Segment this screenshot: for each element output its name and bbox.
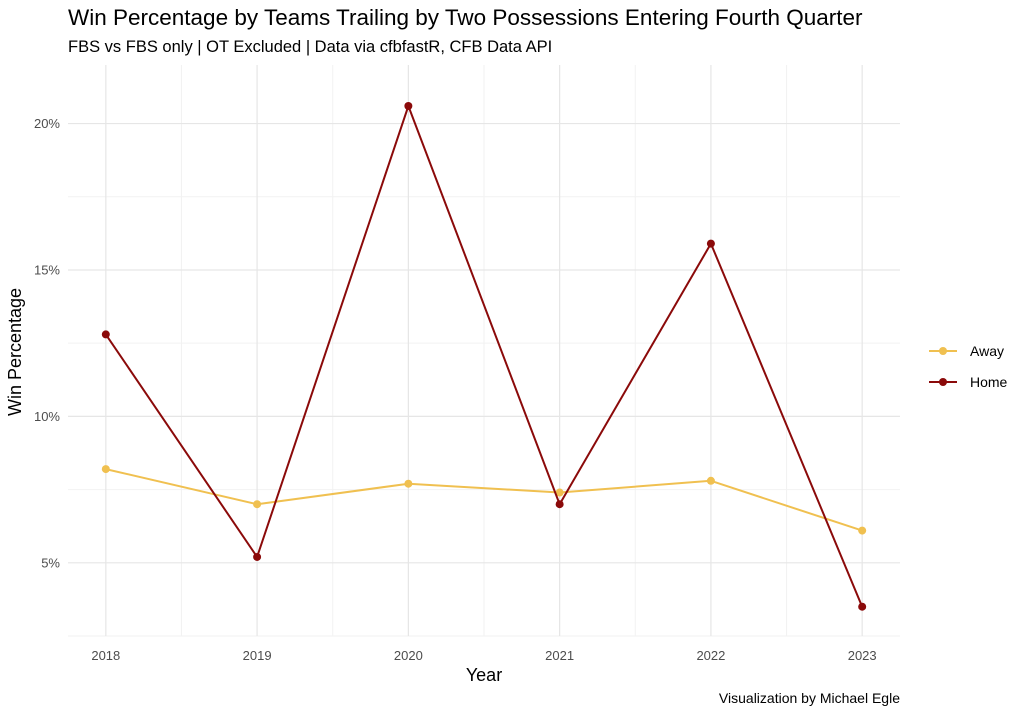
chart-caption: Visualization by Michael Egle: [718, 690, 900, 706]
series-line-home: [104, 104, 864, 608]
x-tick-label: 2023: [848, 648, 877, 663]
data-point-away: [404, 479, 413, 488]
y-tick-label: 5%: [41, 555, 60, 570]
data-point-home: [404, 101, 413, 110]
data-point-away: [706, 476, 715, 485]
series-layer: [101, 101, 867, 611]
x-tick-label: 2022: [696, 648, 725, 663]
x-tick-label: 2018: [91, 648, 120, 663]
y-axis-ticks: 5% 10% 15% 20%: [34, 116, 60, 570]
x-tick-label: 2020: [394, 648, 423, 663]
legend: Away Home: [929, 343, 1008, 390]
x-axis-ticks: 2018 2019 2020 2021 2022 2023: [91, 648, 876, 663]
data-point-home: [253, 552, 262, 561]
y-tick-label: 10%: [34, 409, 60, 424]
minor-gridlines: [68, 65, 900, 637]
chart-title: Win Percentage by Teams Trailing by Two …: [68, 5, 863, 30]
series-line-away: [105, 468, 863, 532]
x-axis-title: Year: [466, 665, 502, 685]
data-point-home: [101, 330, 110, 339]
legend-label-away: Away: [970, 343, 1004, 359]
y-axis-title: Win Percentage: [5, 288, 25, 416]
y-tick-label: 20%: [34, 116, 60, 131]
data-point-away: [858, 526, 867, 535]
data-point-away: [555, 488, 564, 497]
data-point-away: [253, 500, 262, 509]
data-point-away: [101, 465, 110, 474]
major-gridlines: [68, 65, 900, 636]
y-tick-label: 15%: [34, 262, 60, 277]
legend-key-point-away: [939, 347, 947, 355]
x-tick-label: 2021: [545, 648, 574, 663]
x-tick-label: 2019: [243, 648, 272, 663]
data-point-home: [858, 602, 867, 611]
chart-subtitle: FBS vs FBS only | OT Excluded | Data via…: [68, 38, 553, 56]
legend-key-point-home: [939, 378, 947, 386]
data-point-home: [706, 239, 715, 248]
legend-label-home: Home: [970, 374, 1008, 390]
data-point-home: [555, 500, 564, 509]
